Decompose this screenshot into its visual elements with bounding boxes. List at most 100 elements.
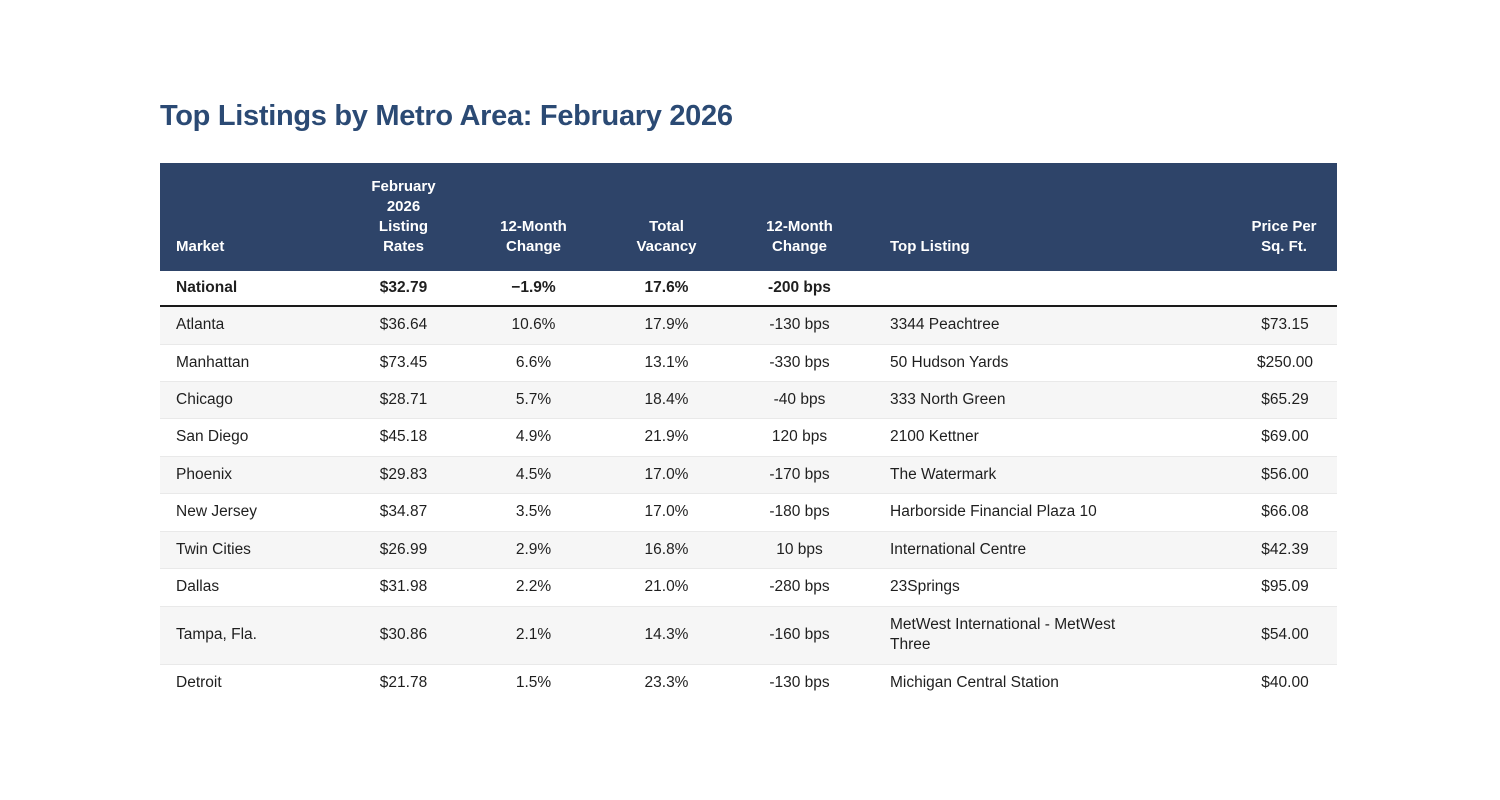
top-listing-cell: Harborside Financial Plaza 10 bbox=[866, 494, 1233, 531]
price-cell: $56.00 bbox=[1261, 465, 1309, 483]
summary-price-cell bbox=[1233, 271, 1337, 306]
listing-rate-cell: $36.64 bbox=[379, 316, 428, 334]
column-header: Total Vacancy bbox=[600, 163, 733, 271]
vacancy-change-cell: -330 bps bbox=[769, 353, 830, 371]
summary-vacancy-change-cell: -200 bps bbox=[768, 278, 831, 296]
rate-change-cell: 2.9% bbox=[515, 540, 552, 558]
price-cell: $73.15 bbox=[1261, 316, 1309, 334]
table-row: Atlanta $36.64 10.6% 17.9% -130 bps 3344… bbox=[160, 306, 1337, 345]
total-vacancy-cell: 13.1% bbox=[644, 353, 689, 371]
listing-rate-cell: $45.18 bbox=[379, 428, 428, 446]
total-vacancy-cell: 23.3% bbox=[644, 673, 689, 691]
top-listing-text: Harborside Financial Plaza 10 bbox=[890, 503, 1097, 521]
listing-rate-cell: $31.98 bbox=[379, 578, 428, 596]
rate-change-cell: 1.5% bbox=[515, 673, 552, 691]
market-cell: Tampa, Fla. bbox=[176, 625, 257, 643]
rate-change-cell: 3.5% bbox=[515, 503, 552, 521]
top-listing-cell: 2100 Kettner bbox=[866, 419, 1233, 456]
listing-rate-cell: $28.71 bbox=[379, 390, 428, 408]
vacancy-change-cell: -40 bps bbox=[773, 390, 826, 408]
top-listing-text: Michigan Central Station bbox=[890, 673, 1059, 691]
total-vacancy-cell: 17.0% bbox=[644, 465, 689, 483]
summary-rate-change-cell: −1.9% bbox=[511, 278, 556, 296]
top-listing-cell: International Centre bbox=[866, 531, 1233, 568]
top-listing-text: 3344 Peachtree bbox=[890, 316, 1000, 334]
market-cell: Chicago bbox=[176, 390, 233, 408]
top-listing-text: The Watermark bbox=[890, 465, 997, 483]
summary-top-listing-cell bbox=[866, 271, 1233, 306]
table-row: Phoenix $29.83 4.5% 17.0% -170 bps The W… bbox=[160, 456, 1337, 494]
table-row: Dallas $31.98 2.2% 21.0% -280 bps 23Spri… bbox=[160, 568, 1337, 606]
vacancy-change-cell: -170 bps bbox=[769, 465, 830, 483]
rate-change-cell: 10.6% bbox=[511, 316, 556, 334]
top-listing-cell: 50 Hudson Yards bbox=[866, 344, 1233, 381]
page-title: Top Listings by Metro Area: February 202… bbox=[160, 100, 733, 132]
price-cell: $65.29 bbox=[1261, 390, 1309, 408]
summary-row-national: National $32.79 −1.9% 17.6% -200 bps bbox=[160, 271, 1337, 307]
total-vacancy-cell: 16.8% bbox=[644, 540, 689, 558]
market-cell: Detroit bbox=[176, 673, 222, 691]
summary-market-cell: National bbox=[176, 278, 238, 296]
total-vacancy-cell: 21.0% bbox=[644, 578, 689, 596]
price-cell: $95.09 bbox=[1261, 578, 1309, 596]
table-row: San Diego $45.18 4.9% 21.9% 120 bps 2100… bbox=[160, 418, 1337, 456]
vacancy-change-cell: -130 bps bbox=[769, 673, 830, 691]
price-cell: $40.00 bbox=[1261, 673, 1309, 691]
table-header-row: Market February 2026 Listing Rates 12-Mont… bbox=[160, 163, 1337, 271]
table-row: New Jersey $34.87 3.5% 17.0% -180 bps Ha… bbox=[160, 493, 1337, 531]
listing-rate-cell: $29.83 bbox=[379, 465, 428, 483]
listing-rate-cell: $30.86 bbox=[379, 625, 428, 643]
top-listing-text: 333 North Green bbox=[890, 390, 1006, 408]
table-row: Detroit $21.78 1.5% 23.3% -130 bps Michi… bbox=[160, 664, 1337, 701]
column-header: Price Per Sq. Ft. bbox=[1233, 163, 1337, 271]
market-cell: Manhattan bbox=[176, 353, 250, 371]
summary-listing-rate-cell: $32.79 bbox=[379, 278, 428, 296]
rate-change-cell: 6.6% bbox=[515, 353, 552, 371]
total-vacancy-cell: 21.9% bbox=[644, 428, 689, 446]
rate-change-cell: 5.7% bbox=[515, 390, 552, 408]
top-listing-text: 50 Hudson Yards bbox=[890, 353, 1009, 371]
vacancy-change-cell: -130 bps bbox=[769, 316, 830, 334]
column-header: 12-Month Change bbox=[733, 163, 866, 271]
listing-rate-cell: $73.45 bbox=[379, 353, 428, 371]
market-cell: San Diego bbox=[176, 428, 249, 446]
top-listing-cell: 3344 Peachtree bbox=[866, 306, 1233, 344]
total-vacancy-cell: 14.3% bbox=[644, 625, 689, 643]
table-row: Twin Cities $26.99 2.9% 16.8% 10 bps Int… bbox=[160, 531, 1337, 569]
price-cell: $66.08 bbox=[1261, 503, 1309, 521]
price-cell: $250.00 bbox=[1256, 353, 1314, 371]
top-listing-cell: Michigan Central Station bbox=[866, 664, 1233, 701]
top-listing-text: International Centre bbox=[890, 540, 1027, 558]
top-listing-cell: MetWest International - MetWest Three bbox=[866, 606, 1233, 664]
listing-rate-cell: $21.78 bbox=[379, 673, 428, 691]
total-vacancy-cell: 18.4% bbox=[644, 390, 689, 408]
table-row: Tampa, Fla. $30.86 2.1% 14.3% -160 bps M… bbox=[160, 606, 1337, 665]
listings-table: Market February 2026 Listing Rates 12-Mont… bbox=[160, 163, 1337, 701]
total-vacancy-cell: 17.9% bbox=[644, 316, 689, 334]
top-listing-text: 23Springs bbox=[890, 578, 960, 596]
top-listing-text: 2100 Kettner bbox=[890, 428, 979, 446]
listing-rate-cell: $26.99 bbox=[379, 540, 428, 558]
top-listing-cell: 333 North Green bbox=[866, 381, 1233, 418]
column-header: Market bbox=[160, 163, 340, 271]
rate-change-cell: 4.9% bbox=[515, 428, 552, 446]
total-vacancy-cell: 17.0% bbox=[644, 503, 689, 521]
table-row: Manhattan $73.45 6.6% 13.1% -330 bps 50 … bbox=[160, 344, 1337, 381]
price-cell: $54.00 bbox=[1261, 625, 1309, 643]
summary-total-vacancy-cell: 17.6% bbox=[644, 278, 689, 296]
top-listing-cell: The Watermark bbox=[866, 456, 1233, 493]
top-listing-cell: 23Springs bbox=[866, 569, 1233, 606]
price-cell: $69.00 bbox=[1261, 428, 1309, 446]
market-cell: Dallas bbox=[176, 578, 220, 596]
market-cell: New Jersey bbox=[176, 503, 257, 521]
vacancy-change-cell: -160 bps bbox=[769, 625, 830, 643]
price-cell: $42.39 bbox=[1261, 540, 1309, 558]
rate-change-cell: 4.5% bbox=[515, 465, 552, 483]
vacancy-change-cell: 120 bps bbox=[771, 428, 828, 446]
rate-change-cell: 2.1% bbox=[515, 625, 552, 643]
vacancy-change-cell: -180 bps bbox=[769, 503, 830, 521]
top-listing-text: MetWest International - MetWest Three bbox=[890, 615, 1116, 654]
table-row: Chicago $28.71 5.7% 18.4% -40 bps 333 No… bbox=[160, 381, 1337, 419]
rate-change-cell: 2.2% bbox=[515, 578, 552, 596]
